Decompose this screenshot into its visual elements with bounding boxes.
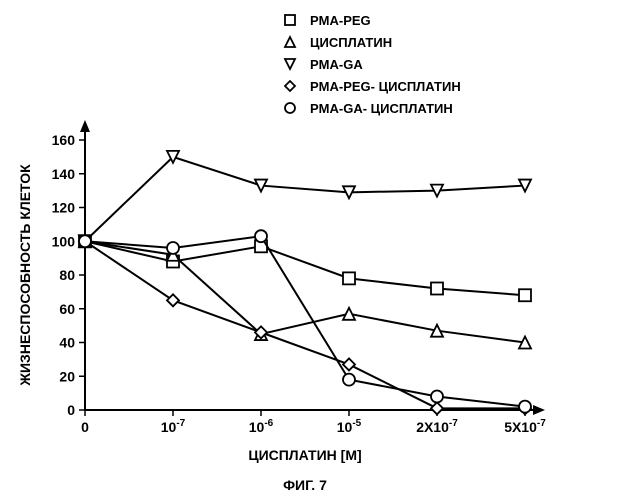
legend-label: PMA-GA- ЦИСПЛАТИН — [310, 101, 453, 116]
series-cisplatin — [79, 235, 531, 348]
series-pma-ga-cisplatin — [79, 230, 531, 412]
x-tick-label: 10-5 — [337, 418, 362, 435]
legend-item-cisplatin: ЦИСПЛАТИН — [285, 35, 392, 50]
x-axis-label: ЦИСПЛАТИН [M] — [248, 447, 361, 463]
y-tick-label: 40 — [59, 335, 75, 351]
y-tick-label: 80 — [59, 267, 75, 283]
y-tick-label: 100 — [52, 233, 76, 249]
y-tick-label: 140 — [52, 166, 76, 182]
chart-svg: 0 20 40 60 80 100 120 140 160 0 10-7 10-6 10-5 2X10-7… — [0, 0, 639, 500]
y-tick-label: 160 — [52, 132, 76, 148]
y-tick-label: 60 — [59, 301, 75, 317]
y-tick-label: 120 — [52, 200, 76, 216]
y-tick-label: 20 — [59, 368, 75, 384]
x-tick-label: 10-6 — [249, 418, 274, 435]
x-tick-label: 0 — [81, 419, 89, 435]
legend-label: ЦИСПЛАТИН — [310, 35, 392, 50]
axes — [80, 120, 545, 415]
legend-label: PMA-PEG- ЦИСПЛАТИН — [310, 79, 461, 94]
x-tick-label: 10-7 — [161, 418, 186, 435]
legend-item-pma-peg-cisplatin: PMA-PEG- ЦИСПЛАТИН — [285, 79, 461, 94]
x-tick-label: 5X10-7 — [504, 418, 546, 435]
legend-item-pma-peg: PMA-PEG — [285, 13, 371, 28]
y-tick-label: 0 — [67, 402, 75, 418]
figure-caption: ФИГ. 7 — [283, 477, 327, 493]
chart-container: 0 20 40 60 80 100 120 140 160 0 10-7 10-6 10-5 2X10-7… — [0, 0, 639, 500]
legend-item-pma-ga: PMA-GA — [285, 57, 363, 72]
x-tick-label: 2X10-7 — [416, 418, 458, 435]
legend-label: PMA-GA — [310, 57, 363, 72]
series-pma-ga — [79, 151, 531, 247]
legend-item-pma-ga-cisplatin: PMA-GA- ЦИСПЛАТИН — [285, 101, 453, 116]
legend-label: PMA-PEG — [310, 13, 371, 28]
y-axis-label: ЖИЗНЕСПОСОБНОСТЬ КЛЕТОК — [17, 164, 33, 387]
